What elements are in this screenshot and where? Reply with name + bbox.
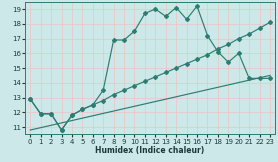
X-axis label: Humidex (Indice chaleur): Humidex (Indice chaleur) xyxy=(96,146,205,155)
